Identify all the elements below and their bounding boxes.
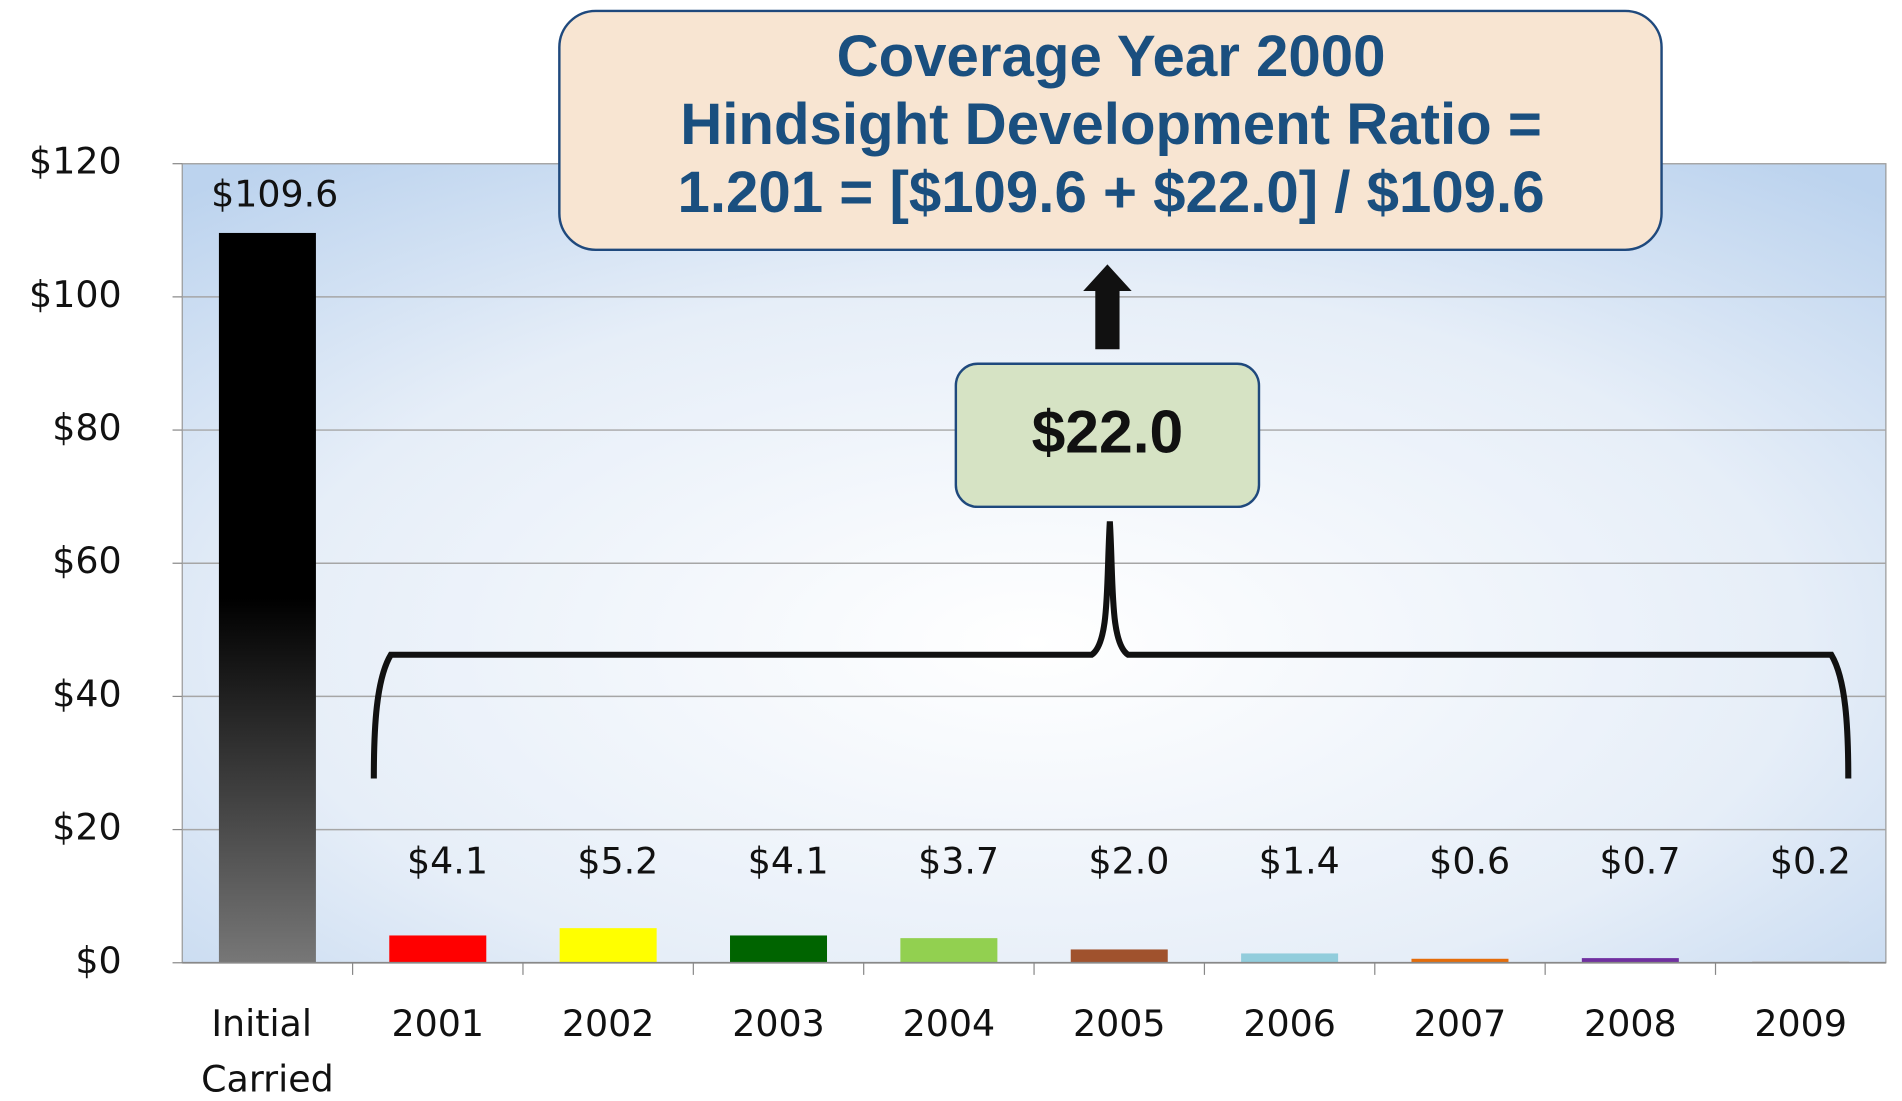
- sum-box: [954, 362, 1261, 509]
- x-tick-label: Initial Carried: [201, 1002, 333, 1101]
- x-tick-label: 2008: [1584, 1002, 1677, 1045]
- value-label: $4.1: [407, 839, 488, 882]
- value-label: $109.6: [211, 173, 338, 216]
- y-tick-label: $120: [29, 140, 122, 183]
- bar: [900, 938, 998, 963]
- bar: [1581, 958, 1679, 963]
- y-tick-label: $0: [75, 939, 121, 982]
- bar: [1411, 958, 1509, 963]
- sum-label: $22.0: [1032, 398, 1184, 466]
- ratio-line: Hindsight Development Ratio =: [680, 92, 1542, 157]
- bar: [389, 935, 487, 963]
- y-tick-label: $40: [52, 672, 121, 715]
- ratio-line: Coverage Year 2000: [837, 24, 1386, 89]
- y-tick-label: $100: [29, 273, 122, 316]
- x-tick-label: 2002: [562, 1002, 655, 1045]
- ratio-box: [558, 9, 1663, 251]
- bar: [730, 935, 828, 963]
- ratio-line: 1.201 = [$109.6 + $22.0] / $109.6: [678, 160, 1545, 225]
- x-tick-label: 2005: [1073, 1002, 1166, 1045]
- x-tick-label: 2007: [1414, 1002, 1507, 1045]
- brace: [370, 521, 1852, 779]
- value-label: $2.0: [1088, 839, 1169, 882]
- value-label: $3.7: [918, 839, 999, 882]
- y-tick-label: $20: [52, 806, 121, 849]
- value-label: $5.2: [577, 839, 658, 882]
- x-tick-label: 2001: [392, 1002, 485, 1045]
- value-label: $4.1: [748, 839, 829, 882]
- x-tick-label: 2006: [1243, 1002, 1336, 1045]
- bar: [218, 232, 316, 963]
- arrow: [1083, 264, 1132, 350]
- value-label: $0.7: [1600, 839, 1681, 882]
- y-tick-label: $80: [52, 406, 121, 449]
- x-tick-label: 2009: [1754, 1002, 1847, 1045]
- bar: [559, 928, 657, 963]
- value-label: $1.4: [1259, 839, 1340, 882]
- bar: [1070, 949, 1168, 963]
- value-label: $0.2: [1770, 839, 1851, 882]
- y-tick-label: $60: [52, 539, 121, 582]
- x-tick-label: 2003: [732, 1002, 825, 1045]
- value-label: $0.6: [1429, 839, 1510, 882]
- x-tick-label: 2004: [903, 1002, 996, 1045]
- bar: [1241, 953, 1339, 963]
